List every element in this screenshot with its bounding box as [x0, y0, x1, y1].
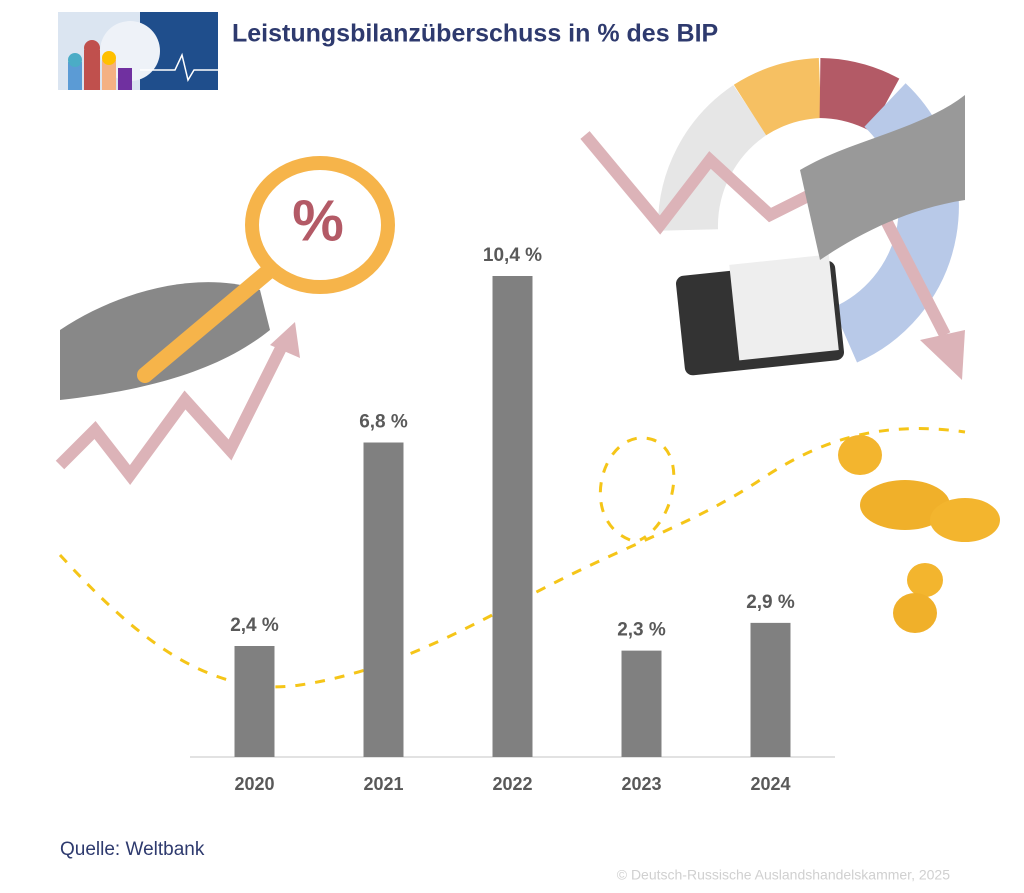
value-label: 2,3 %: [617, 620, 666, 641]
bar: [621, 650, 662, 757]
bar: [492, 276, 533, 757]
value-label: 2,9 %: [746, 592, 795, 613]
bar: [363, 442, 404, 757]
svg-text:%: %: [292, 188, 344, 253]
bar: [750, 622, 791, 757]
value-label: 10,4 %: [483, 245, 542, 266]
copyright: © Deutsch-Russische Auslandshandelskamme…: [617, 867, 950, 883]
x-tick-label: 2020: [234, 774, 274, 794]
x-tick-label: 2021: [363, 774, 403, 794]
source: Quelle: Weltbank: [60, 839, 205, 860]
x-tick-label: 2023: [621, 774, 661, 794]
x-tick-label: 2024: [750, 774, 790, 794]
chart-title: Leistungsbilanzüberschuss in % des BIP: [232, 20, 718, 48]
logo: [58, 12, 218, 90]
value-label: 2,4 %: [230, 615, 279, 636]
decoration: %: [55, 58, 1000, 689]
value-label: 6,8 %: [359, 412, 408, 433]
x-tick-label: 2022: [492, 774, 532, 794]
bar: [234, 646, 275, 757]
